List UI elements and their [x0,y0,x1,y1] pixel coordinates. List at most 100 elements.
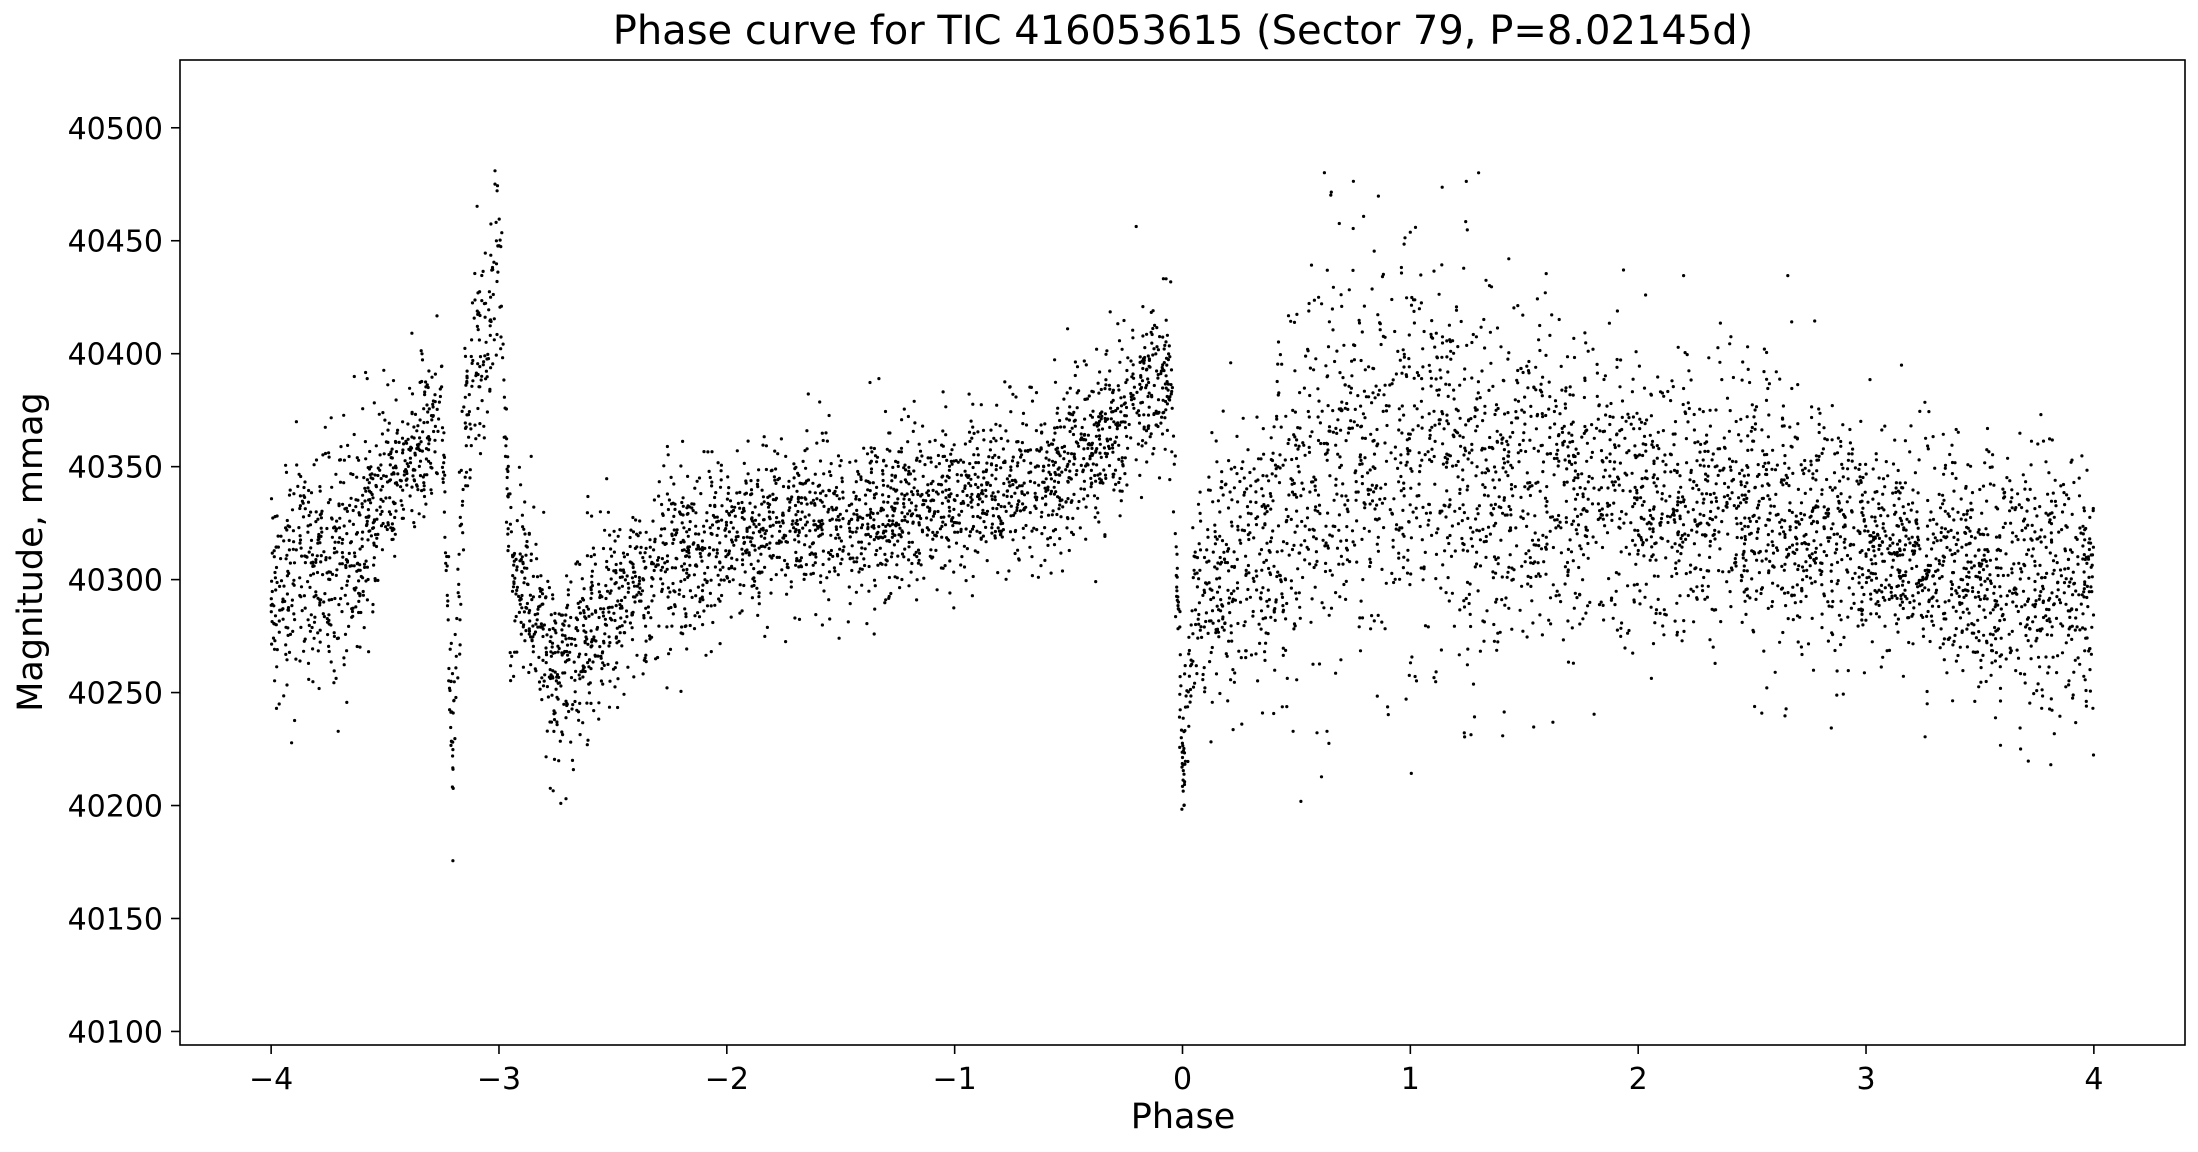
data-point [1753,427,1757,431]
data-point [1784,707,1788,711]
data-point [1586,349,1590,353]
data-point [763,532,767,536]
data-point [1467,601,1471,606]
data-point [730,538,734,542]
data-point [1967,575,1971,579]
data-point [1478,538,1482,542]
data-point [319,560,323,564]
data-point [1516,416,1520,420]
data-point [372,563,376,567]
data-point [318,485,322,489]
data-point [1778,640,1782,644]
data-point [1796,520,1800,524]
data-point [1359,599,1363,603]
data-point [1582,431,1586,435]
data-point [796,500,801,504]
data-point [1654,484,1658,488]
data-point [1218,534,1222,538]
data-point [1314,563,1318,567]
data-point [1202,666,1206,670]
data-point [363,565,367,570]
data-point [1706,449,1710,453]
data-point [988,483,993,487]
data-point [1313,484,1317,488]
data-point [540,592,545,596]
data-point [1879,665,1883,669]
data-point [1788,525,1792,529]
data-point [1767,461,1771,465]
data-point [665,625,669,629]
data-point [1172,462,1176,466]
data-point [371,602,375,607]
data-point [747,551,751,555]
data-point [1929,510,1933,514]
data-point [2085,584,2089,589]
data-point [1162,361,1166,365]
data-point [1950,587,1954,591]
data-point [1350,359,1354,363]
data-point [420,449,424,453]
data-point [401,488,405,492]
data-point [2090,625,2094,629]
data-point [1769,504,1773,508]
data-point [629,528,633,532]
data-point [2045,633,2049,637]
data-point [883,552,887,557]
data-point [1359,358,1363,363]
data-point [1220,539,1225,543]
data-point [554,679,559,683]
data-point [284,463,288,467]
data-point [915,555,919,559]
data-point [919,563,923,567]
data-point [1409,486,1413,490]
data-point [993,498,997,502]
data-point [907,465,911,469]
data-point [742,536,746,540]
data-point [378,505,382,509]
data-point [2020,605,2024,609]
data-point [982,520,986,524]
data-point [619,616,623,620]
data-point [1320,302,1324,306]
data-point [1821,447,1825,451]
data-point [1649,535,1653,539]
data-point [1094,479,1098,483]
data-point [931,537,935,541]
data-point [1373,507,1377,511]
data-point [814,555,818,559]
data-point [885,514,889,518]
data-point [1180,765,1184,769]
data-point [825,576,829,580]
data-point [918,459,922,463]
data-point [2060,528,2064,532]
data-point [1817,430,1821,435]
data-point [1317,295,1321,299]
data-point [1443,455,1447,460]
data-point [1161,335,1165,339]
data-point [2018,577,2022,581]
data-point [1675,630,1679,634]
data-point [338,516,342,520]
data-point [1446,576,1450,580]
data-point [1182,746,1186,751]
data-point [427,438,431,442]
data-point [1802,472,1806,476]
data-point [1343,383,1347,387]
data-point [1382,393,1386,397]
data-point [1402,355,1406,359]
data-point [1918,584,1922,588]
data-point [828,470,832,474]
data-point [2036,572,2040,576]
data-point [1561,441,1565,445]
data-point [799,496,804,500]
data-point [1571,519,1576,523]
data-point [895,488,899,492]
data-point [1642,554,1646,558]
data-point [592,635,596,639]
data-point [1943,527,1947,531]
data-point [504,520,509,524]
data-point [470,338,474,342]
data-point [288,632,293,637]
data-point [1529,414,1533,418]
data-point [1728,497,1732,501]
